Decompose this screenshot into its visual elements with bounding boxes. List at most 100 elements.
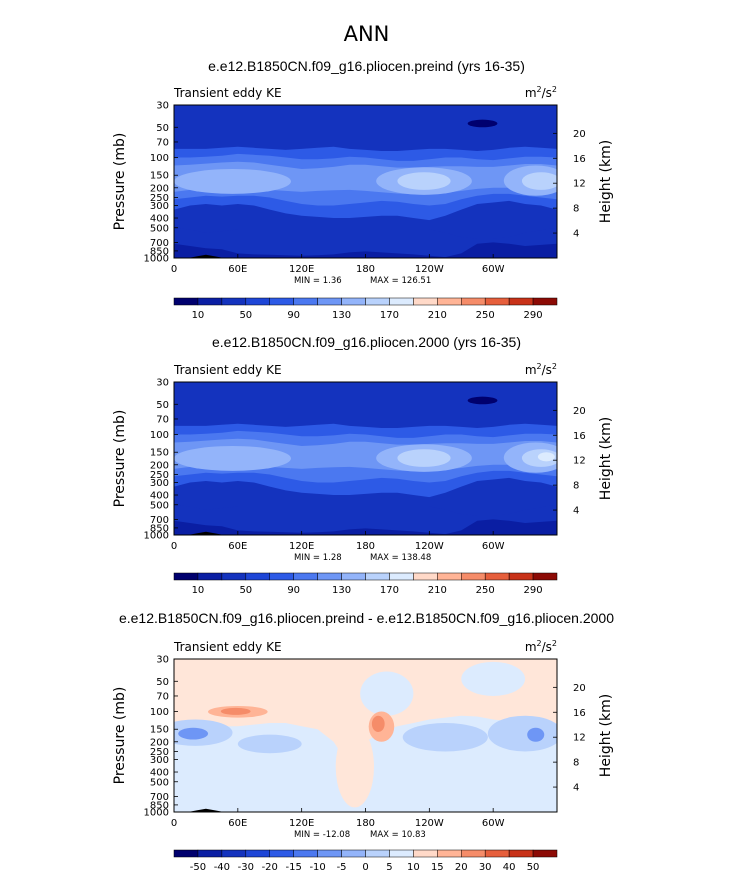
- band-strato-min: [467, 396, 498, 405]
- x-tick-label: 0: [171, 818, 177, 829]
- colorbar-label: 210: [428, 585, 447, 596]
- y-right-tick-label: 20: [573, 129, 586, 140]
- band-level-110-east: [503, 165, 557, 196]
- colorbar-swatch: [437, 572, 462, 581]
- colorbar-swatch: [221, 297, 247, 306]
- y-tick-label: 50: [156, 677, 169, 688]
- units-exp1: 2: [537, 639, 542, 648]
- colorbar-swatch: [461, 572, 486, 581]
- y-right-tick-label: 12: [573, 179, 586, 190]
- y-tick-label: 500: [150, 777, 169, 788]
- band-level-130-mid: [397, 172, 451, 190]
- colorbar-swatch: [413, 297, 438, 306]
- y-tick-label: 250: [150, 747, 169, 758]
- y-tick-label: 500: [150, 223, 169, 234]
- y-tick-label: 300: [150, 201, 169, 212]
- y-right-tick-label: 8: [573, 481, 579, 492]
- y-tick-label: 150: [150, 171, 169, 182]
- colorbar-label: 130: [332, 310, 351, 321]
- band-background: [174, 382, 557, 535]
- band-neg-10-east: [527, 727, 545, 742]
- y-tick-label: 70: [156, 691, 169, 702]
- colorbar-label: 290: [524, 310, 543, 321]
- colorbar-swatch: [341, 297, 366, 306]
- units-base: m: [525, 640, 537, 654]
- colorbar-swatch: [173, 572, 199, 581]
- colorbar-label: 30: [479, 862, 492, 873]
- figure-title: ANN: [343, 22, 390, 46]
- panel-2-plot: 3050701001502002503004005007008501000481…: [112, 362, 614, 596]
- colorbar-swatch: [437, 849, 462, 858]
- colorbar-swatch: [317, 572, 342, 581]
- x-tick-label: 180: [356, 264, 375, 275]
- colorbar-swatch: [245, 297, 270, 306]
- band-level-70: [174, 153, 557, 206]
- colorbar-swatch: [173, 849, 199, 858]
- y-axis-label: Pressure (mb): [112, 687, 128, 785]
- colorbar-swatch: [269, 849, 294, 858]
- band-negative-upper-b: [461, 661, 526, 696]
- y-tick-label: 850: [150, 523, 169, 534]
- panel-2-title: e.e12.B1850CN.f09_g16.pliocen.2000 (yrs …: [212, 334, 521, 350]
- y-tick-label: 30: [156, 655, 169, 666]
- band-level-150-east: [537, 452, 555, 462]
- colorbar-label: 170: [380, 585, 399, 596]
- y-tick-label: 50: [156, 400, 169, 411]
- y-tick-label: 700: [150, 792, 169, 803]
- y-right-axis-label: Height (km): [598, 140, 614, 223]
- x-tick-label: 120E: [289, 818, 314, 829]
- colorbar-swatch: [461, 297, 486, 306]
- band-level-90: [174, 161, 557, 195]
- x-tick-label: 120E: [289, 264, 314, 275]
- y-tick-label: 700: [150, 238, 169, 249]
- topography: [190, 254, 222, 258]
- colorbar: 10 50 90 130 170 210 250 290: [173, 297, 558, 321]
- colorbar-label: 50: [239, 310, 252, 321]
- y-right-tick-label: 20: [573, 406, 586, 417]
- colorbar-swatch: [389, 297, 414, 306]
- band-level-110-mid: [376, 444, 472, 472]
- colorbar-label: 20: [455, 862, 468, 873]
- band-lower-level-10: [174, 242, 557, 258]
- y-tick-label: 50: [156, 123, 169, 134]
- y-tick-label: 400: [150, 214, 169, 225]
- min-label: MIN = 1.28: [294, 553, 342, 563]
- y-tick-label: 100: [150, 153, 169, 164]
- band-lower-level-30: [174, 504, 557, 535]
- plot-frame: [173, 381, 558, 536]
- units-mid: /s: [542, 86, 552, 100]
- x-tick-label: 60E: [228, 818, 247, 829]
- band-negative-background: [174, 715, 557, 812]
- colorbar-swatch: [317, 297, 342, 306]
- colorbar-swatch: [484, 572, 510, 581]
- panel-1-title: e.e12.B1850CN.f09_g16.pliocen.preind (yr…: [208, 58, 525, 74]
- y-right-axis-label: Height (km): [598, 694, 614, 777]
- y-tick-label: 100: [150, 707, 169, 718]
- min-label: MIN = 1.36: [294, 276, 342, 286]
- colorbar-label: -20: [262, 862, 278, 873]
- x-tick-label: 60W: [482, 818, 505, 829]
- colorbar-swatch: [341, 572, 366, 581]
- units-exp2: 2: [552, 639, 557, 648]
- colorbar-label: 50: [527, 862, 540, 873]
- units-label: m2/s2: [525, 85, 557, 100]
- x-tick-label: 120W: [415, 264, 444, 275]
- panel-3-title: e.e12.B1850CN.f09_g16.pliocen.preind - e…: [118, 610, 615, 626]
- colorbar-swatch: [197, 572, 223, 581]
- band-negative-upper-a: [360, 671, 414, 716]
- colorbar-swatch: [245, 849, 270, 858]
- topography: [190, 531, 222, 535]
- y-right-tick-label: 4: [573, 783, 579, 794]
- x-tick-label: 60W: [482, 264, 505, 275]
- colorbar-swatch: [197, 849, 223, 858]
- colorbar-swatch: [389, 572, 414, 581]
- colorbar-swatch: [508, 849, 534, 858]
- y-right-tick-label: 16: [573, 431, 586, 442]
- y-tick-label: 30: [156, 378, 169, 389]
- colorbar-label: 130: [332, 585, 351, 596]
- colorbar-swatch: [413, 849, 438, 858]
- band-level-130-east: [521, 449, 557, 467]
- colorbar-label: 50: [239, 585, 252, 596]
- band-lower-level-30: [174, 227, 557, 258]
